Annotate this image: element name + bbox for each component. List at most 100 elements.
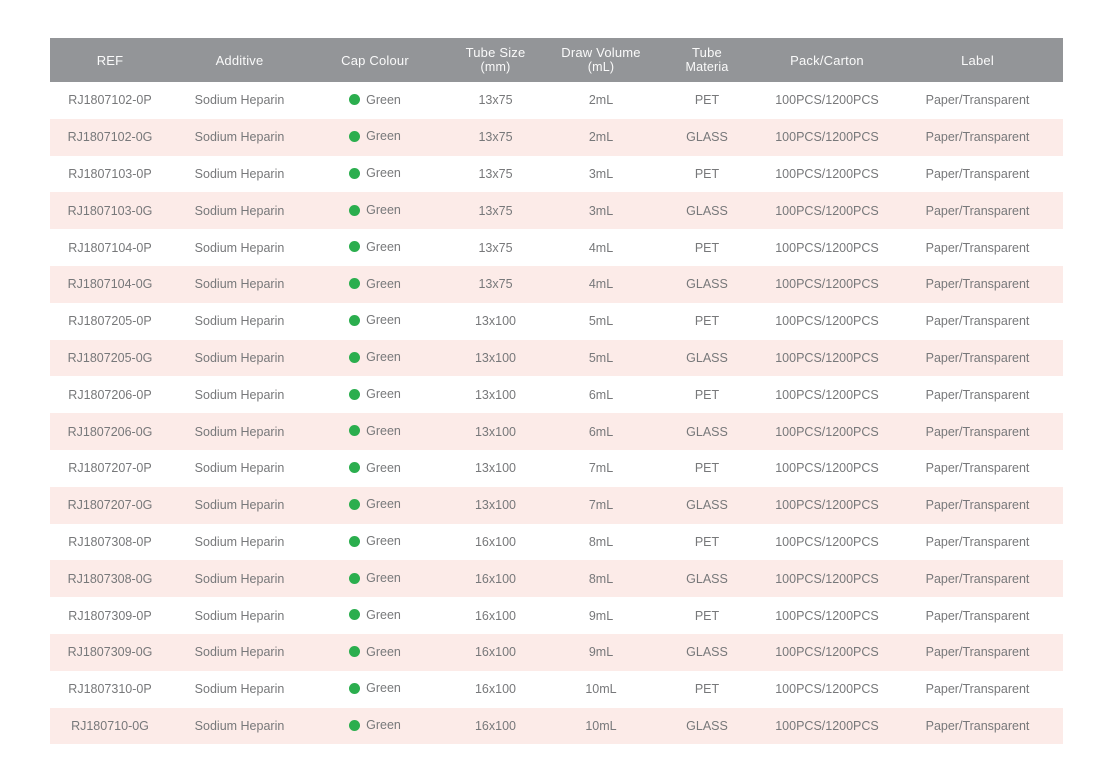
column-header-label: REF [96,52,124,68]
cap-colour-label: Green [366,92,401,107]
tube_size-cell: 13x75 [478,166,513,181]
label-cell: Paper/Transparent [925,498,1030,513]
label-cell: Paper/Transparent [925,240,1030,255]
pack_carton-cell: 100PCS/1200PCS [775,534,879,549]
cap-color-dot-icon [349,646,361,658]
additive-cell: Sodium Heparin [194,166,285,181]
cap-colour-value: Green [349,681,401,695]
cap_colour-cell: Green [309,560,441,597]
ref-cell: RJ1807205-0G [67,350,153,365]
pack_carton-cell: 100PCS/1200PCS [775,166,879,181]
label-cell: Paper/Transparent [925,203,1030,218]
draw_volume-cell: 3mL [588,166,614,181]
column-header-label: Tube [692,45,722,60]
table-row: RJ1807308-0G Sodium Heparin Green 16x100 8mL… [50,560,1063,598]
ref-cell: RJ1807102-0G [67,130,153,145]
ref-cell: RJ1807310-0P [68,682,152,697]
column-header-cap_colour: Cap Colour [309,38,441,82]
pack_carton-cell: 100PCS/1200PCS [775,498,879,513]
cap-color-dot-icon [349,388,361,400]
cap-colour-label: Green [366,276,401,291]
additive-cell: Sodium Heparin [194,314,285,329]
tube_material-cell: GLASS [686,203,728,218]
tube_size-cell: 13x75 [478,277,513,292]
label-cell: Paper/Transparent [925,461,1030,476]
cap-colour-value: Green [349,424,401,438]
tube_material-cell: GLASS [686,645,728,660]
cap-color-dot-icon [349,425,361,437]
tube_material-cell: GLASS [686,424,728,439]
additive-cell: Sodium Heparin [194,534,285,549]
cap_colour-cell: Green [309,708,441,745]
tube_size-cell: 16x100 [474,608,516,623]
tube_size-cell: 13x100 [474,350,516,365]
additive-cell: Sodium Heparin [194,350,285,365]
column-header-label: Tube Size [465,45,526,60]
additive-cell: Sodium Heparin [194,93,285,108]
column-header-additive: Additive [170,38,309,82]
cap_colour-cell: Green [309,450,441,487]
tube_size-cell: 13x75 [478,130,513,145]
cap_colour-cell: Green [309,266,441,303]
table-row: RJ1807309-0P Sodium Heparin Green 16x100 9mL… [50,597,1063,634]
cap-colour-label: Green [366,129,401,144]
additive-cell: Sodium Heparin [194,203,285,218]
pack_carton-cell: 100PCS/1200PCS [775,277,879,292]
column-header-label: Label [892,38,1063,82]
cap-color-dot-icon [349,130,361,142]
table-row: RJ1807103-0G Sodium Heparin Green 13x75 3mL G… [50,192,1063,230]
cap-colour-value: Green [349,645,401,659]
cap-colour-value: Green [349,608,401,622]
pack_carton-cell: 100PCS/1200PCS [775,608,879,623]
pack_carton-cell: 100PCS/1200PCS [775,350,879,365]
label-cell: Paper/Transparent [925,130,1030,145]
cap-colour-label: Green [366,571,401,585]
pack_carton-cell: 100PCS/1200PCS [775,240,879,255]
ref-cell: RJ1807206-0G [67,424,153,439]
cap-color-dot-icon [349,94,361,106]
table-row: RJ1807102-0P Sodium Heparin Green 13x75 2mL P… [50,82,1063,119]
draw_volume-cell: 9mL [588,645,614,660]
tube_size-cell: 16x100 [474,534,516,549]
tube_size-cell: 16x100 [474,571,516,586]
cap-colour-value: Green [349,203,401,217]
cap-colour-value: Green [349,277,401,291]
label-cell: Paper/Transparent [925,350,1030,365]
cap-colour-label: Green [366,350,401,365]
draw_volume-cell: 8mL [588,571,614,586]
additive-cell: Sodium Heparin [194,387,285,402]
cap-colour-value: Green [349,350,401,364]
draw_volume-cell: 2mL [588,93,614,108]
ref-cell: RJ180710-0G [71,718,149,733]
column-header-label: Pack/Carton [790,52,864,68]
additive-cell: Sodium Heparin [194,277,285,292]
cap_colour-cell: Green [309,192,441,229]
draw_volume-cell: 6mL [588,424,614,439]
tube_material-cell: GLASS [686,350,728,365]
tube_material-cell: GLASS [686,130,728,145]
tube_size-cell: 13x75 [478,203,513,218]
cap-colour-value: Green [349,534,401,548]
additive-cell: Sodium Heparin [194,645,285,660]
tube_material-cell: PET [694,387,720,402]
column-header-label-line2: (mm) [480,60,511,74]
table-row: RJ1807205-0P Sodium Heparin Green 13x100 5mL… [50,302,1063,340]
table-header-row: REF Additive Cap Colour Tube Size (mm) Draw V… [50,38,1063,82]
cap-colour-label: Green [366,423,401,438]
cap-color-dot-icon [349,498,361,510]
ref-cell: RJ1807102-0P [68,93,152,108]
pack_carton-cell: 100PCS/1200PCS [775,93,879,108]
cap_colour-cell: Green [309,303,441,340]
label-cell: Paper/Transparent [925,534,1030,549]
tube-spec-table: REF Additive Cap Colour Tube Size (mm) Draw V… [50,38,1063,745]
tube_material-cell: PET [694,240,720,255]
ref-cell: RJ1807206-0P [68,387,152,402]
tube_size-cell: 13x75 [478,240,513,255]
tube_material-cell: PET [694,461,720,476]
ref-cell: RJ1807309-0P [68,608,152,623]
draw_volume-cell: 6mL [588,387,614,402]
tube_size-cell: 13x100 [474,424,516,439]
tube_material-cell: PET [694,166,720,181]
tube_material-cell: PET [694,534,720,549]
